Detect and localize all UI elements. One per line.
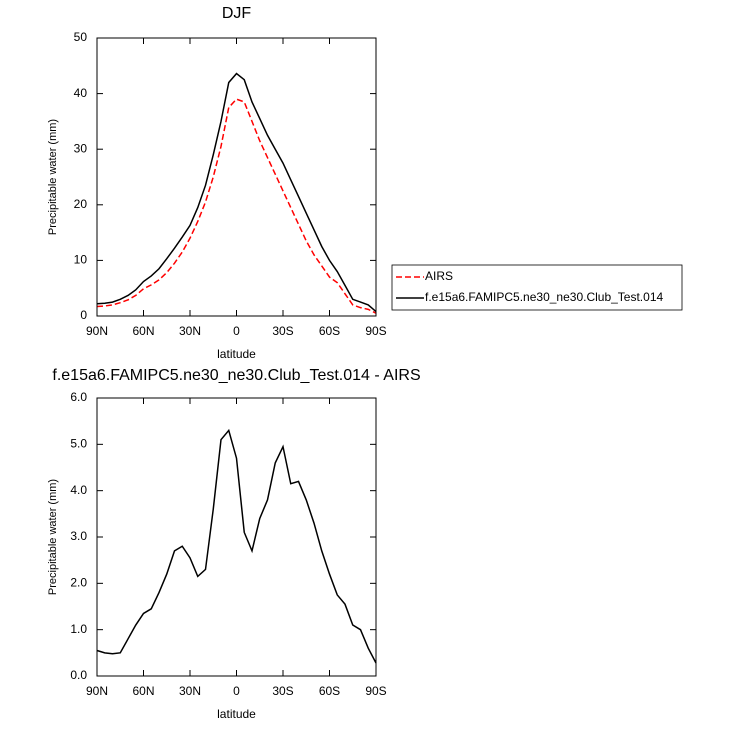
x-tick-label: 30S bbox=[272, 324, 293, 338]
x-tick-label: 90N bbox=[86, 324, 108, 338]
x-tick-label: 90S bbox=[365, 684, 386, 698]
data-line bbox=[96, 98, 377, 314]
chart-title: DJF bbox=[222, 5, 252, 22]
data-line bbox=[96, 72, 377, 313]
x-axis-label: latitude bbox=[217, 707, 256, 721]
chart-title: f.e15a6.FAMIPC5.ne30_ne30.Club_Test.014 … bbox=[52, 367, 420, 384]
y-tick-label: 30 bbox=[74, 141, 88, 155]
y-tick-label: 10 bbox=[74, 253, 88, 267]
legend-box bbox=[391, 264, 683, 311]
x-tick-label: 0 bbox=[233, 324, 240, 338]
x-tick-label: 60S bbox=[319, 684, 340, 698]
y-tick-label: 0.0 bbox=[70, 668, 87, 682]
x-tick-label: 90S bbox=[365, 324, 386, 338]
x-tick-label: 0 bbox=[233, 684, 240, 698]
plot-frame bbox=[96, 37, 377, 317]
y-axis-label: Precipitable water (mm) bbox=[47, 479, 59, 595]
x-tick-label: 60N bbox=[132, 324, 154, 338]
data-line bbox=[96, 428, 377, 664]
y-tick-label: 40 bbox=[74, 86, 88, 100]
y-tick-label: 0 bbox=[80, 308, 87, 322]
legend-label: AIRS bbox=[425, 269, 453, 283]
x-tick-label: 30N bbox=[179, 324, 201, 338]
y-tick-label: 2.0 bbox=[70, 576, 87, 590]
y-tick-label: 50 bbox=[74, 30, 88, 44]
y-tick-label: 5.0 bbox=[70, 437, 87, 451]
y-tick-label: 3.0 bbox=[70, 529, 87, 543]
y-tick-label: 6.0 bbox=[70, 390, 87, 404]
plot-frame bbox=[96, 397, 377, 677]
y-tick-label: 4.0 bbox=[70, 483, 87, 497]
x-tick-label: 90N bbox=[86, 684, 108, 698]
x-tick-label: 30S bbox=[272, 684, 293, 698]
y-axis-label: Precipitable water (mm) bbox=[47, 119, 59, 235]
legend-label: f.e15a6.FAMIPC5.ne30_ne30.Club_Test.014 bbox=[425, 290, 663, 304]
x-tick-label: 60S bbox=[319, 324, 340, 338]
x-tick-label: 30N bbox=[179, 684, 201, 698]
y-tick-label: 20 bbox=[74, 197, 88, 211]
x-axis-label: latitude bbox=[217, 347, 256, 361]
x-tick-label: 60N bbox=[132, 684, 154, 698]
y-tick-label: 1.0 bbox=[70, 622, 87, 636]
